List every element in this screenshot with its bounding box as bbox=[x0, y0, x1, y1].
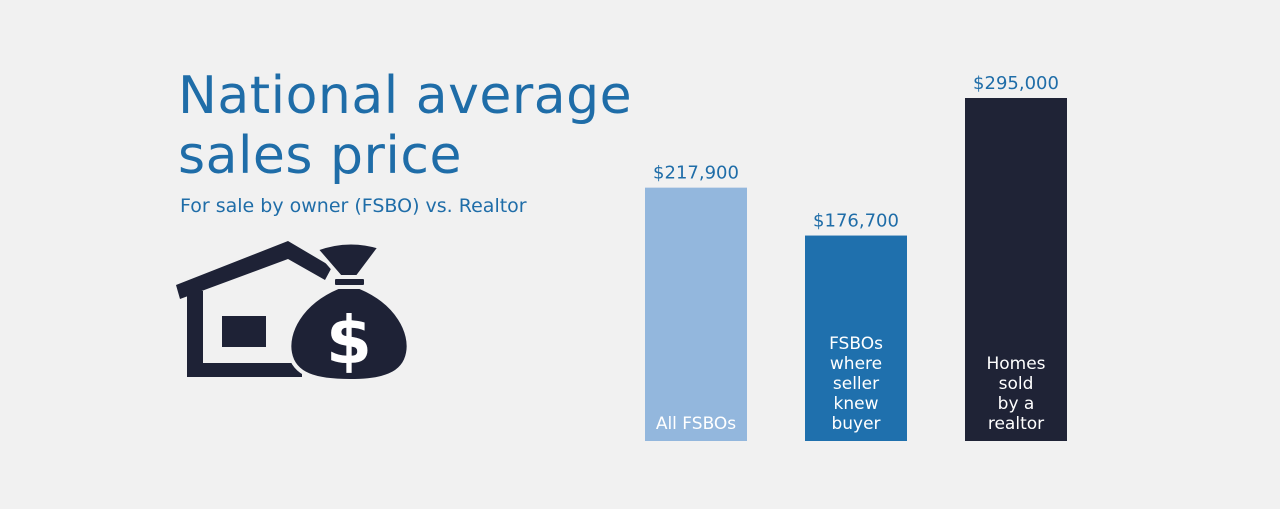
house-icon bbox=[176, 241, 332, 377]
category-label-3-line-1: Homes bbox=[986, 354, 1045, 374]
money-bag-icon: $ bbox=[287, 240, 411, 384]
bar-1 bbox=[645, 187, 747, 441]
category-label-2-line-3: seller bbox=[833, 374, 879, 394]
category-label-3-line-3: by a bbox=[998, 394, 1035, 414]
category-label-3-line-2: sold bbox=[999, 374, 1034, 394]
category-label-2-line-2: where bbox=[830, 354, 882, 374]
category-label-2-line-5: buyer bbox=[831, 414, 880, 434]
category-label-3-line-4: realtor bbox=[988, 414, 1044, 434]
category-label-2-line-4: knew bbox=[834, 394, 879, 414]
value-label-2: $176,700 bbox=[813, 211, 899, 232]
category-label-1-line-1: All FSBOs bbox=[656, 414, 736, 434]
chart-subtitle: For sale by owner (FSBO) vs. Realtor bbox=[180, 195, 527, 217]
house-money-illustration: $ bbox=[170, 235, 420, 389]
value-label-1: $217,900 bbox=[653, 163, 739, 184]
category-label-2-line-1: FSBOs bbox=[829, 334, 883, 354]
bar-2 bbox=[805, 235, 907, 441]
dollar-sign-icon: $ bbox=[326, 302, 372, 379]
house-money-svg: $ bbox=[176, 240, 411, 384]
value-label-3: $295,000 bbox=[973, 73, 1059, 94]
bar-3 bbox=[965, 98, 1067, 441]
chart-title: National average sales price bbox=[178, 66, 633, 186]
